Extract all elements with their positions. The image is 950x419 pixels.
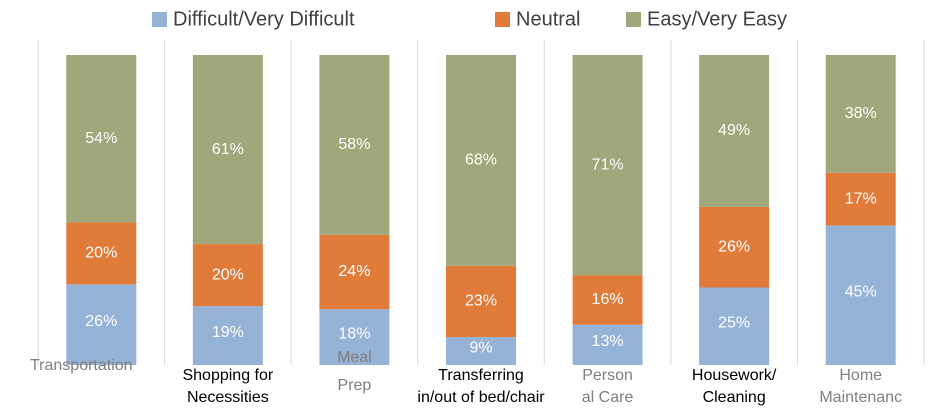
legend-swatch [152,12,167,27]
x-tick-label: Shopping for [182,367,273,384]
bar-segment [825,225,896,365]
bar-segment [319,309,390,365]
value-label: 23% [465,293,497,310]
x-tick-label: Meal [337,349,372,366]
bar-segment [192,55,263,245]
value-label: 26% [85,313,117,330]
value-label: 38% [845,105,877,122]
legend-swatch [495,12,510,27]
bar-segment [192,306,263,365]
legend-label: Difficult/Very Difficult [173,8,355,30]
value-label: 58% [338,136,370,153]
bar-segment [66,284,137,365]
x-tick-label: Transportation [30,357,133,374]
x-tick-label: Housework/ [692,367,777,384]
bar-segment [319,55,390,235]
bar-segment [446,265,516,338]
value-label: 13% [592,333,624,350]
x-tick-label: Person [582,367,633,384]
value-label: 25% [718,314,750,331]
value-label: 18% [338,325,370,342]
bar-segment [319,234,390,310]
value-label: 20% [85,245,117,262]
bar-segment [699,287,770,365]
x-tick-label: in/out of bed/chair [417,389,545,406]
value-label: 68% [465,152,497,169]
value-label: 17% [845,190,877,207]
x-tick-label: Transferring [438,367,524,384]
value-label: 54% [85,130,117,147]
bar-segment [446,337,516,365]
bar-segment [825,172,896,226]
value-label: 61% [212,141,244,158]
value-label: 49% [718,122,750,139]
bar-segment [66,55,137,223]
x-tick-label: Maintenanc [819,389,902,406]
value-label: 9% [469,339,492,356]
value-label: 16% [592,291,624,308]
bar-segment [572,275,643,325]
bar-segment [825,55,896,173]
x-tick-label: Cleaning [703,389,766,406]
bar-segment [192,244,263,307]
value-label: 71% [592,156,624,173]
legend-label: Easy/Very Easy [647,8,787,30]
value-label: 19% [212,324,244,341]
legend-swatch [626,12,641,27]
value-label: 45% [845,283,877,300]
bar-segment [446,55,516,266]
legend-label: Neutral [516,8,580,30]
value-label: 26% [718,238,750,255]
x-tick-label: al Care [582,389,634,406]
bar-segment [699,206,770,288]
value-label: 24% [338,263,370,280]
bar-segment [66,222,137,285]
x-tick-label: Prep [338,377,372,394]
bar-segment [699,55,770,207]
bar-segment [572,55,643,276]
bar-segment [572,324,643,365]
x-tick-label: Necessities [187,389,269,406]
x-tick-label: Home [839,367,882,384]
value-label: 20% [212,266,244,283]
